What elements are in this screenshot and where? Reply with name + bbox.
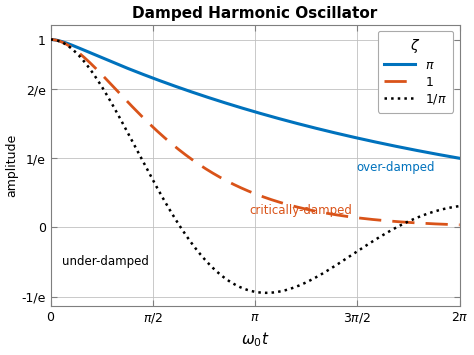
$\pi$	[48, 37, 54, 42]
$\pi$	[118, 64, 124, 68]
$1/\pi$	[94, 77, 100, 82]
1	[205, 168, 210, 172]
Line: $1/\pi$: $1/\pi$	[51, 39, 460, 293]
Text: critically-damped: critically-damped	[249, 204, 352, 217]
$\pi$	[405, 147, 410, 151]
$\pi$	[449, 155, 455, 159]
Text: over-damped: over-damped	[356, 161, 435, 174]
1	[405, 220, 410, 224]
$1/\pi$	[118, 119, 124, 123]
$\pi$	[94, 54, 100, 58]
1	[118, 93, 124, 98]
$1/\pi$	[48, 37, 54, 42]
Line: $\pi$: $\pi$	[51, 39, 460, 158]
$1/\pi$	[457, 204, 463, 208]
1	[457, 223, 463, 227]
Text: under-damped: under-damped	[62, 255, 149, 268]
1	[94, 68, 100, 72]
$\pi$	[457, 156, 463, 160]
1	[222, 178, 228, 182]
$\pi$	[222, 101, 228, 105]
1	[48, 37, 54, 42]
Y-axis label: amplitude: amplitude	[6, 134, 18, 197]
Line: 1: 1	[51, 39, 460, 225]
X-axis label: $\omega_0 t$: $\omega_0 t$	[241, 331, 269, 349]
$1/\pi$	[264, 291, 269, 295]
1	[449, 223, 455, 227]
$1/\pi$	[205, 260, 210, 264]
$1/\pi$	[405, 220, 410, 224]
Title: Damped Harmonic Oscillator: Damped Harmonic Oscillator	[132, 6, 378, 21]
Legend: $\pi$, 1, $1/\pi$: $\pi$, 1, $1/\pi$	[378, 31, 453, 113]
$1/\pi$	[222, 276, 228, 280]
$\pi$	[205, 95, 210, 99]
$1/\pi$	[449, 205, 455, 209]
